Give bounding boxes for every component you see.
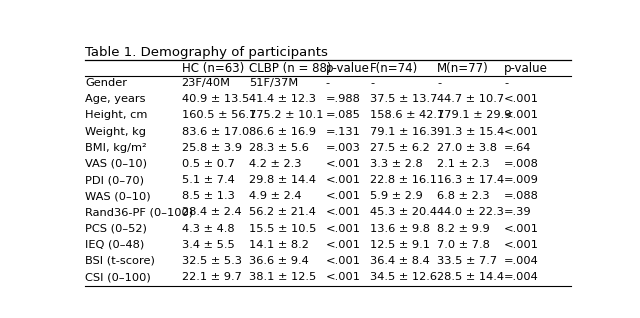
Text: <.001: <.001 (326, 240, 360, 250)
Text: PDI (0–70): PDI (0–70) (85, 175, 144, 185)
Text: =.085: =.085 (326, 110, 360, 121)
Text: <.001: <.001 (326, 191, 360, 201)
Text: 45.3 ± 20.4: 45.3 ± 20.4 (370, 207, 437, 218)
Text: 34.5 ± 12.6: 34.5 ± 12.6 (370, 272, 437, 282)
Text: <.001: <.001 (504, 224, 539, 234)
Text: <.001: <.001 (326, 224, 360, 234)
Text: 4.9 ± 2.4: 4.9 ± 2.4 (249, 191, 301, 201)
Text: BMI, kg/m²: BMI, kg/m² (85, 143, 147, 153)
Text: 6.8 ± 2.3: 6.8 ± 2.3 (437, 191, 490, 201)
Text: <.001: <.001 (326, 272, 360, 282)
Text: 86.6 ± 16.9: 86.6 ± 16.9 (249, 127, 316, 137)
Text: =.003: =.003 (326, 143, 360, 153)
Text: 4.2 ± 2.3: 4.2 ± 2.3 (249, 159, 301, 169)
Text: -: - (326, 78, 330, 88)
Text: Weight, kg: Weight, kg (85, 127, 146, 137)
Text: 41.4 ± 12.3: 41.4 ± 12.3 (249, 94, 316, 104)
Text: 83.6 ± 17.0: 83.6 ± 17.0 (182, 127, 249, 137)
Text: 51F/37M: 51F/37M (249, 78, 298, 88)
Text: p-value: p-value (326, 62, 369, 75)
Text: =.64: =.64 (504, 143, 531, 153)
Text: 7.0 ± 7.8: 7.0 ± 7.8 (437, 240, 490, 250)
Text: <.001: <.001 (504, 127, 539, 137)
Text: 27.0 ± 3.8: 27.0 ± 3.8 (437, 143, 497, 153)
Text: 22.8 ± 16.1: 22.8 ± 16.1 (370, 175, 437, 185)
Text: 175.2 ± 10.1: 175.2 ± 10.1 (249, 110, 323, 121)
Text: -: - (370, 78, 374, 88)
Text: 5.1 ± 7.4: 5.1 ± 7.4 (182, 175, 234, 185)
Text: HC (n=63): HC (n=63) (182, 62, 244, 75)
Text: 158.6 ± 42.7: 158.6 ± 42.7 (370, 110, 444, 121)
Text: p-value: p-value (504, 62, 548, 75)
Text: 56.2 ± 21.4: 56.2 ± 21.4 (249, 207, 316, 218)
Text: 22.1 ± 9.7: 22.1 ± 9.7 (182, 272, 241, 282)
Text: =.004: =.004 (504, 256, 539, 266)
Text: 3.4 ± 5.5: 3.4 ± 5.5 (182, 240, 234, 250)
Text: CLBP (n = 88): CLBP (n = 88) (249, 62, 331, 75)
Text: 32.5 ± 5.3: 32.5 ± 5.3 (182, 256, 242, 266)
Text: 38.1 ± 12.5: 38.1 ± 12.5 (249, 272, 316, 282)
Text: 36.4 ± 8.4: 36.4 ± 8.4 (370, 256, 430, 266)
Text: <.001: <.001 (326, 175, 360, 185)
Text: F(n=74): F(n=74) (370, 62, 419, 75)
Text: 79.1 ± 16.3: 79.1 ± 16.3 (370, 127, 437, 137)
Text: 8.2 ± 9.9: 8.2 ± 9.9 (437, 224, 490, 234)
Text: 23F/40M: 23F/40M (182, 78, 230, 88)
Text: Gender: Gender (85, 78, 127, 88)
Text: 44.7 ± 10.7: 44.7 ± 10.7 (437, 94, 504, 104)
Text: Table 1. Demography of participants: Table 1. Demography of participants (85, 45, 328, 59)
Text: BSI (t-score): BSI (t-score) (85, 256, 155, 266)
Text: 2.1 ± 2.3: 2.1 ± 2.3 (437, 159, 490, 169)
Text: <.001: <.001 (326, 207, 360, 218)
Text: -: - (504, 78, 508, 88)
Text: CSI (0–100): CSI (0–100) (85, 272, 150, 282)
Text: =.008: =.008 (504, 159, 539, 169)
Text: IEQ (0–48): IEQ (0–48) (85, 240, 144, 250)
Text: 160.5 ± 56.7: 160.5 ± 56.7 (182, 110, 256, 121)
Text: 28.5 ± 14.4: 28.5 ± 14.4 (437, 272, 504, 282)
Text: 27.5 ± 6.2: 27.5 ± 6.2 (370, 143, 430, 153)
Text: 13.6 ± 9.8: 13.6 ± 9.8 (370, 224, 430, 234)
Text: <.001: <.001 (504, 240, 539, 250)
Text: 4.3 ± 4.8: 4.3 ± 4.8 (182, 224, 234, 234)
Text: =.009: =.009 (504, 175, 539, 185)
Text: 15.5 ± 10.5: 15.5 ± 10.5 (249, 224, 316, 234)
Text: =.988: =.988 (326, 94, 360, 104)
Text: PCS (0–52): PCS (0–52) (85, 224, 147, 234)
Text: 12.5 ± 9.1: 12.5 ± 9.1 (370, 240, 430, 250)
Text: =.004: =.004 (504, 272, 539, 282)
Text: -: - (437, 78, 441, 88)
Text: 0.5 ± 0.7: 0.5 ± 0.7 (182, 159, 234, 169)
Text: 44.0 ± 22.3: 44.0 ± 22.3 (437, 207, 504, 218)
Text: =.088: =.088 (504, 191, 539, 201)
Text: 40.9 ± 13.5: 40.9 ± 13.5 (182, 94, 249, 104)
Text: 36.6 ± 9.4: 36.6 ± 9.4 (249, 256, 308, 266)
Text: =.131: =.131 (326, 127, 360, 137)
Text: 14.1 ± 8.2: 14.1 ± 8.2 (249, 240, 308, 250)
Text: M(n=77): M(n=77) (437, 62, 489, 75)
Text: Height, cm: Height, cm (85, 110, 147, 121)
Text: 3.3 ± 2.8: 3.3 ± 2.8 (370, 159, 423, 169)
Text: WAS (0–10): WAS (0–10) (85, 191, 150, 201)
Text: 5.9 ± 2.9: 5.9 ± 2.9 (370, 191, 423, 201)
Text: 91.3 ± 15.4: 91.3 ± 15.4 (437, 127, 504, 137)
Text: Age, years: Age, years (85, 94, 145, 104)
Text: <.001: <.001 (326, 159, 360, 169)
Text: =.39: =.39 (504, 207, 532, 218)
Text: 37.5 ± 13.7: 37.5 ± 13.7 (370, 94, 438, 104)
Text: 25.8 ± 3.9: 25.8 ± 3.9 (182, 143, 242, 153)
Text: <.001: <.001 (504, 94, 539, 104)
Text: 33.5 ± 7.7: 33.5 ± 7.7 (437, 256, 497, 266)
Text: 29.8 ± 14.4: 29.8 ± 14.4 (249, 175, 316, 185)
Text: Rand36-PF (0–100): Rand36-PF (0–100) (85, 207, 193, 218)
Text: 16.3 ± 17.4: 16.3 ± 17.4 (437, 175, 504, 185)
Text: 179.1 ± 29.9: 179.1 ± 29.9 (437, 110, 511, 121)
Text: 28.3 ± 5.6: 28.3 ± 5.6 (249, 143, 308, 153)
Text: <.001: <.001 (504, 110, 539, 121)
Text: 8.5 ± 1.3: 8.5 ± 1.3 (182, 191, 234, 201)
Text: VAS (0–10): VAS (0–10) (85, 159, 147, 169)
Text: 28.4 ± 2.4: 28.4 ± 2.4 (182, 207, 241, 218)
Text: <.001: <.001 (326, 256, 360, 266)
